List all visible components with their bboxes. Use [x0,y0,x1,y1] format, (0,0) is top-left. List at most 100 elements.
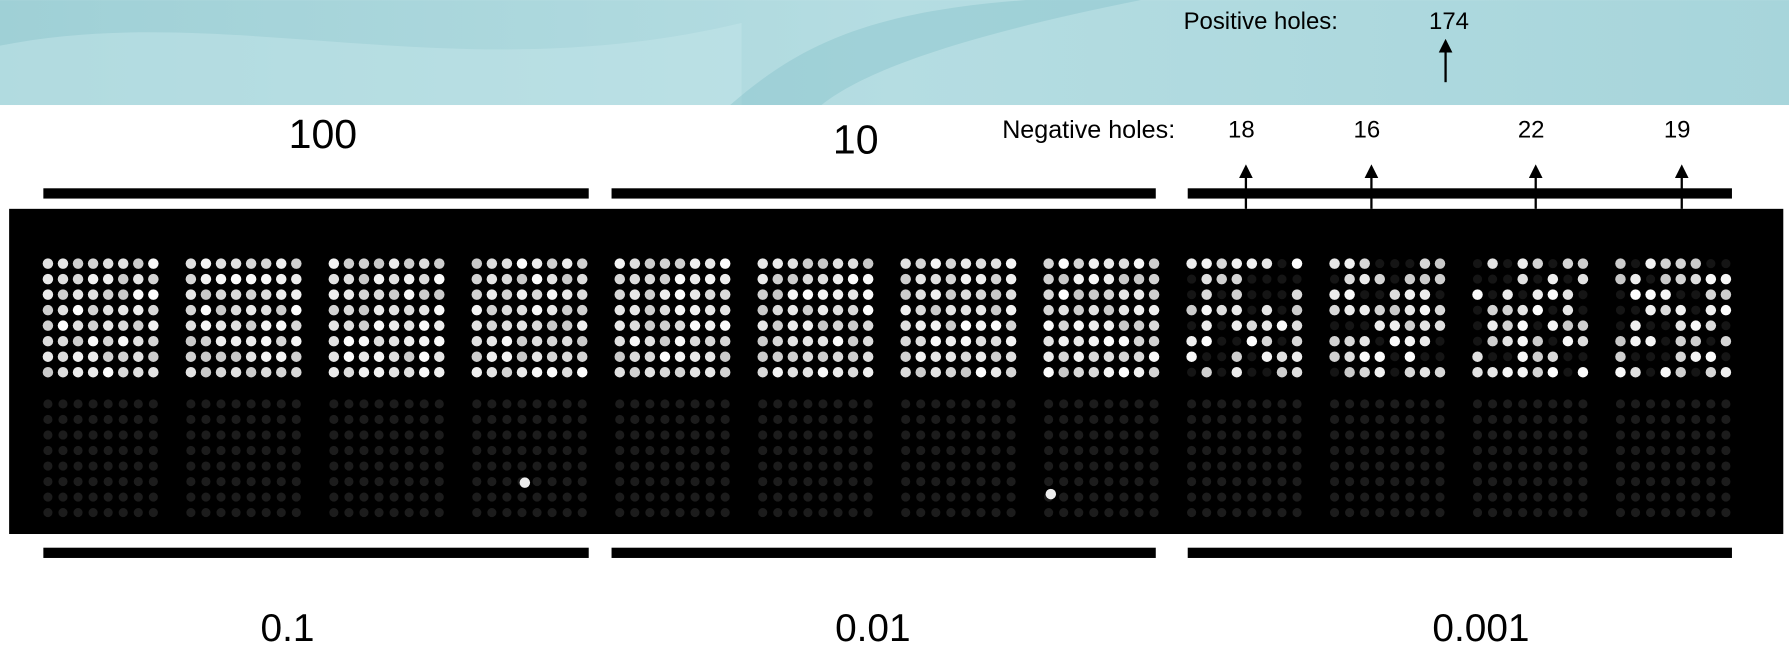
negative-well [1616,492,1625,501]
positive-well [231,258,241,268]
positive-well [976,305,986,315]
negative-well [1631,492,1640,501]
negative-count: 22 [1518,117,1545,144]
positive-well [1149,289,1159,299]
positive-well [43,351,53,361]
positive-well [773,320,783,330]
positive-well [1691,336,1701,346]
negative-well [1345,492,1354,501]
negative-well [931,461,940,470]
positive-well [532,336,542,346]
negative-well [1405,492,1414,501]
negative-well [1262,399,1271,408]
positive-well [946,289,956,299]
positive-well [803,258,813,268]
negative-well [1044,399,1053,408]
positive-well [344,367,354,377]
empty-well [1548,306,1557,315]
positive-well [1517,305,1527,315]
negative-well [1420,415,1429,424]
positive-well [201,305,211,315]
empty-well [1721,259,1730,268]
positive-well [803,274,813,284]
negative-well [1548,415,1557,424]
positive-well [1104,274,1114,284]
empty-well [1578,290,1587,299]
positive-well [976,336,986,346]
body: Positive holes: 174 100 10 Negative hole… [0,0,1789,651]
positive-well [757,258,767,268]
negative-well [134,461,143,470]
positive-well [660,274,670,284]
positive-well [1006,289,1016,299]
negative-well [833,430,842,439]
negative-well [1217,477,1226,486]
negative-well [502,477,511,486]
positive-well [43,367,53,377]
negative-well [788,399,797,408]
positive-well [991,336,1001,346]
empty-well [1503,352,1512,361]
negative-well [472,477,481,486]
negative-well [1533,477,1542,486]
positive-well [1405,305,1415,315]
positive-well [1675,336,1685,346]
negative-well [277,399,286,408]
negative-well [991,430,1000,439]
positive-well [1344,305,1354,315]
negative-well [201,508,210,517]
positive-well [660,336,670,346]
negative-well [1420,477,1429,486]
negative-well [1262,508,1271,517]
negative-well [833,477,842,486]
positive-well [1630,336,1640,346]
negative-well [916,492,925,501]
positive-well [562,305,572,315]
positive-well [261,320,271,330]
positive-well [344,274,354,284]
positive-well [88,320,98,330]
negative-well [916,477,925,486]
negative-well [1217,492,1226,501]
positive-well [818,351,828,361]
positive-well [1420,305,1430,315]
negative-well [1217,430,1226,439]
negative-well [660,492,669,501]
negative-well [329,477,338,486]
negative-well [1104,415,1113,424]
positive-well [133,305,143,315]
negative-well [1706,492,1715,501]
positive-well [246,351,256,361]
positive-well [58,320,68,330]
negative-well [1044,461,1053,470]
negative-well [1044,415,1053,424]
negative-well [1390,477,1399,486]
negative-well [201,477,210,486]
negative-well [916,446,925,455]
positive-well [1706,305,1716,315]
empty-well [1473,275,1482,284]
positive-well [1134,289,1144,299]
negative-well [548,508,557,517]
negative-well [1405,477,1414,486]
positive-well [276,367,286,377]
negative-well [262,415,271,424]
positive-well [1721,274,1731,284]
positive-well [389,367,399,377]
empty-well [1616,321,1625,330]
negative-well [849,415,858,424]
positive-well [1058,289,1068,299]
negative-well [149,492,158,501]
positive-well [931,351,941,361]
positive-well [690,274,700,284]
positive-well [186,305,196,315]
positive-well [630,351,640,361]
positive-well [931,367,941,377]
negative-well [186,415,195,424]
negative-well [931,446,940,455]
negative-well [1375,477,1384,486]
negative-well [1691,446,1700,455]
positive-well [73,336,83,346]
negative-well [1578,477,1587,486]
positive-well [1517,274,1527,284]
